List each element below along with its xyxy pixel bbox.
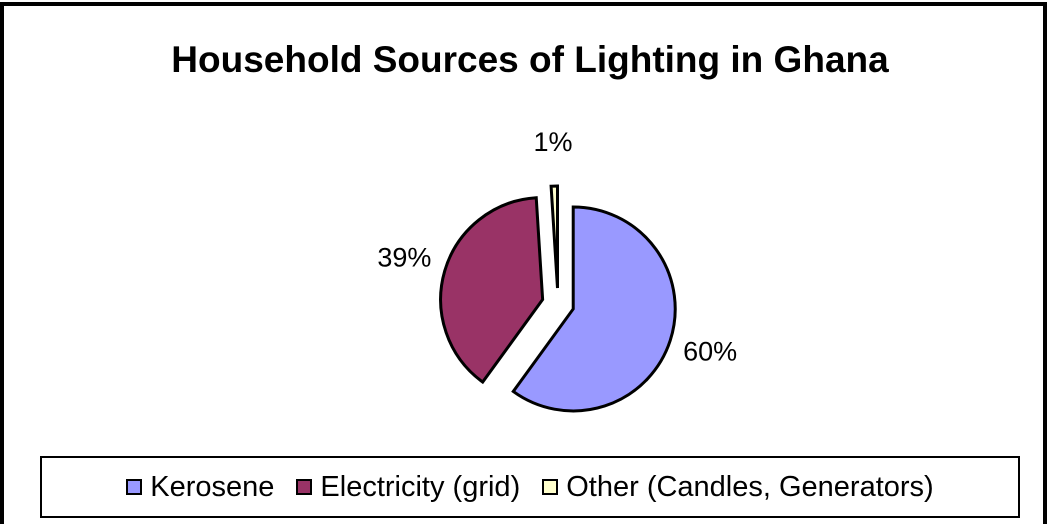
legend: Kerosene Electricity (grid) Other (Candles… — [40, 456, 1020, 518]
pie-slice — [511, 205, 677, 413]
legend-swatch — [296, 479, 313, 495]
pie-slice — [549, 184, 559, 289]
legend-swatch — [542, 479, 559, 495]
legend-item: Other (Candles, Generators) — [542, 470, 934, 504]
legend-label: Electricity (grid) — [320, 470, 521, 503]
chart-title: Household Sources of Lighting in Ghana — [171, 39, 889, 80]
legend-item: Electricity (grid) — [296, 471, 520, 504]
legend-label: Other (Candles, Generators) — [566, 470, 934, 503]
data-label: 1% — [533, 127, 572, 157]
data-label: 60% — [683, 337, 737, 367]
legend-item: Kerosene — [126, 471, 274, 504]
data-label: 39% — [377, 242, 431, 272]
legend-swatch — [126, 479, 143, 495]
legend-label: Kerosene — [150, 470, 275, 503]
pie-slice — [439, 196, 545, 385]
